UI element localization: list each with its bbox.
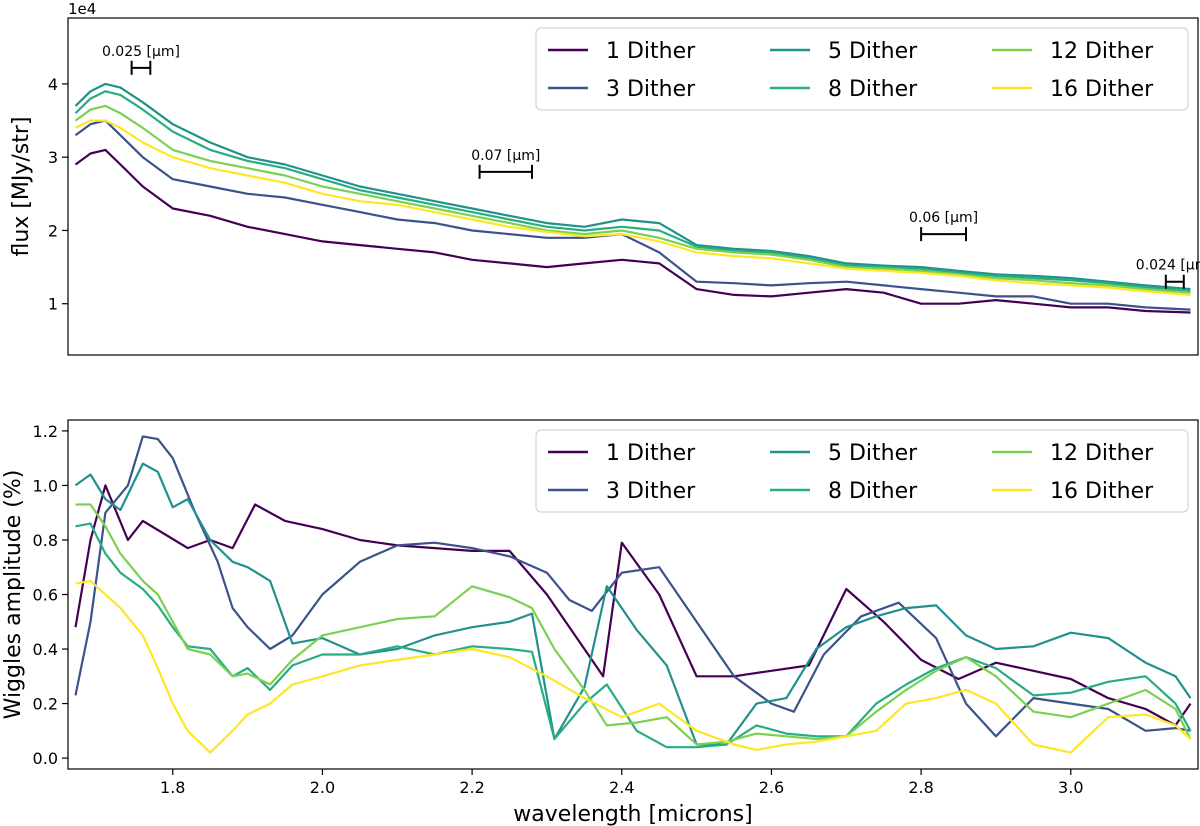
flux-scale-bar: 0.025 [μm]: [102, 44, 180, 75]
flux-ytick-label: 1: [48, 295, 58, 314]
flux-ytick-label: 4: [48, 75, 58, 94]
wiggles-series-line-1-dither: [74, 484, 1192, 727]
wiggles-ytick-label: 1.2: [33, 422, 58, 441]
wiggles-xtick-label: 3.0: [1058, 778, 1083, 797]
wiggles-ytick-label: 0.6: [33, 586, 58, 605]
flux-ytick-label: 3: [48, 148, 58, 167]
flux-scale-bar-label: 0.024 [μm]: [1136, 258, 1200, 274]
wiggles-ytick-label: 1.0: [33, 476, 58, 495]
wiggles-xtick-label: 2.6: [759, 778, 784, 797]
wiggles-series-group: [74, 435, 1192, 754]
flux-scale-bar: 0.07 [μm]: [471, 148, 540, 179]
flux-legend: 1 Dither 3 Dither 5 Dither 8 Dither 12 Dithe…: [535, 27, 1189, 111]
wiggles-legend-frame: [535, 429, 1189, 513]
flux-ytick-label: 2: [48, 221, 58, 240]
wiggles-xtick-label: 1.8: [160, 778, 185, 797]
flux-legend-item-16-dither: 16 Dither: [992, 77, 1154, 102]
flux-ylabel: flux [MJy/str]: [9, 116, 34, 256]
flux-legend-item-5-dither: 5 Dither: [770, 39, 918, 64]
flux-legend-label: 1 Dither: [606, 39, 696, 64]
flux-series-line-1-dither: [74, 148, 1191, 314]
wiggles-ytick-label: 0.4: [33, 640, 58, 659]
wiggles-ytick-label: 0.2: [33, 695, 58, 714]
wiggles-legend-item-3-dither: 3 Dither: [548, 479, 696, 504]
wiggles-legend-label: 1 Dither: [606, 441, 696, 466]
flux-scale-bar: 0.024 [μm]: [1136, 258, 1200, 289]
wiggles-legend-label: 8 Dither: [828, 479, 918, 504]
wiggles-series-line-3-dither: [74, 435, 1191, 738]
wiggles-xlabel: wavelength [microns]: [513, 802, 752, 826]
flux-series-line-5-dither: [74, 82, 1191, 291]
flux-scale-bar: 0.06 [μm]: [909, 210, 978, 242]
flux-legend-frame: [535, 27, 1189, 111]
wiggles-legend-label: 3 Dither: [606, 479, 696, 504]
wiggles-legend-item-5-dither: 5 Dither: [770, 441, 918, 466]
flux-panel: 1 2 3 4 flux [MJy/str] 1e4 0.025 [μm] 0.07 [μm]…: [9, 0, 1200, 356]
flux-legend-item-8-dither: 8 Dither: [770, 77, 918, 102]
wiggles-ylabel: Wiggles amplitude (%): [1, 470, 26, 720]
wiggles-legend-label: 5 Dither: [828, 441, 918, 466]
flux-series-line-16-dither: [75, 119, 1191, 296]
flux-offset-text: 1e4: [68, 0, 96, 18]
flux-legend-label: 12 Dither: [1050, 39, 1154, 64]
flux-legend-label: 8 Dither: [828, 77, 918, 102]
flux-legend-item-3-dither: 3 Dither: [548, 77, 696, 102]
wiggles-ytick-label: 0.8: [33, 531, 58, 550]
flux-series-line-12-dither: [74, 104, 1191, 294]
flux-scale-bar-label: 0.07 [μm]: [471, 148, 540, 164]
wiggles-legend-label: 12 Dither: [1050, 441, 1154, 466]
wiggles-ytick-label: 0.0: [33, 749, 58, 768]
wiggles-legend-item-1-dither: 1 Dither: [548, 441, 696, 466]
wiggles-xtick-label: 2.8: [908, 778, 933, 797]
wiggles-legend: 1 Dither 3 Dither 5 Dither 8 Dither 12 Dithe…: [535, 429, 1189, 513]
wiggles-xtick-label: 2.2: [459, 778, 484, 797]
flux-legend-item-12-dither: 12 Dither: [992, 39, 1154, 64]
flux-scale-bar-label: 0.025 [μm]: [102, 44, 180, 60]
wiggles-xtick-label: 2.0: [310, 778, 335, 797]
wiggles-series-line-5-dither: [74, 462, 1192, 746]
wiggles-legend-item-8-dither: 8 Dither: [770, 479, 918, 504]
flux-scale-bar-label: 0.06 [μm]: [909, 210, 978, 226]
wiggles-legend-label: 16 Dither: [1050, 479, 1154, 504]
wiggles-legend-item-16-dither: 16 Dither: [992, 479, 1154, 504]
wiggles-legend-item-12-dither: 12 Dither: [992, 441, 1154, 466]
flux-axes-frame: [67, 17, 1199, 356]
wiggles-series-line-16-dither: [75, 579, 1192, 754]
wiggles-series-line-12-dither: [75, 503, 1192, 746]
wiggles-panel: 0.0 0.2 0.4 0.6 0.8 1.0 1.2 1.8 2.0 2.2 2.4 2.6 2.8 3…: [1, 419, 1199, 826]
flux-legend-label: 3 Dither: [606, 77, 696, 102]
flux-series-line-8-dither: [74, 90, 1191, 292]
flux-legend-label: 16 Dither: [1050, 77, 1154, 102]
flux-legend-item-1-dither: 1 Dither: [548, 39, 696, 64]
flux-legend-label: 5 Dither: [828, 39, 918, 64]
wiggles-xtick-label: 2.4: [609, 778, 634, 797]
flux-series-group: [74, 82, 1191, 314]
flux-series-line-3-dither: [74, 119, 1191, 311]
